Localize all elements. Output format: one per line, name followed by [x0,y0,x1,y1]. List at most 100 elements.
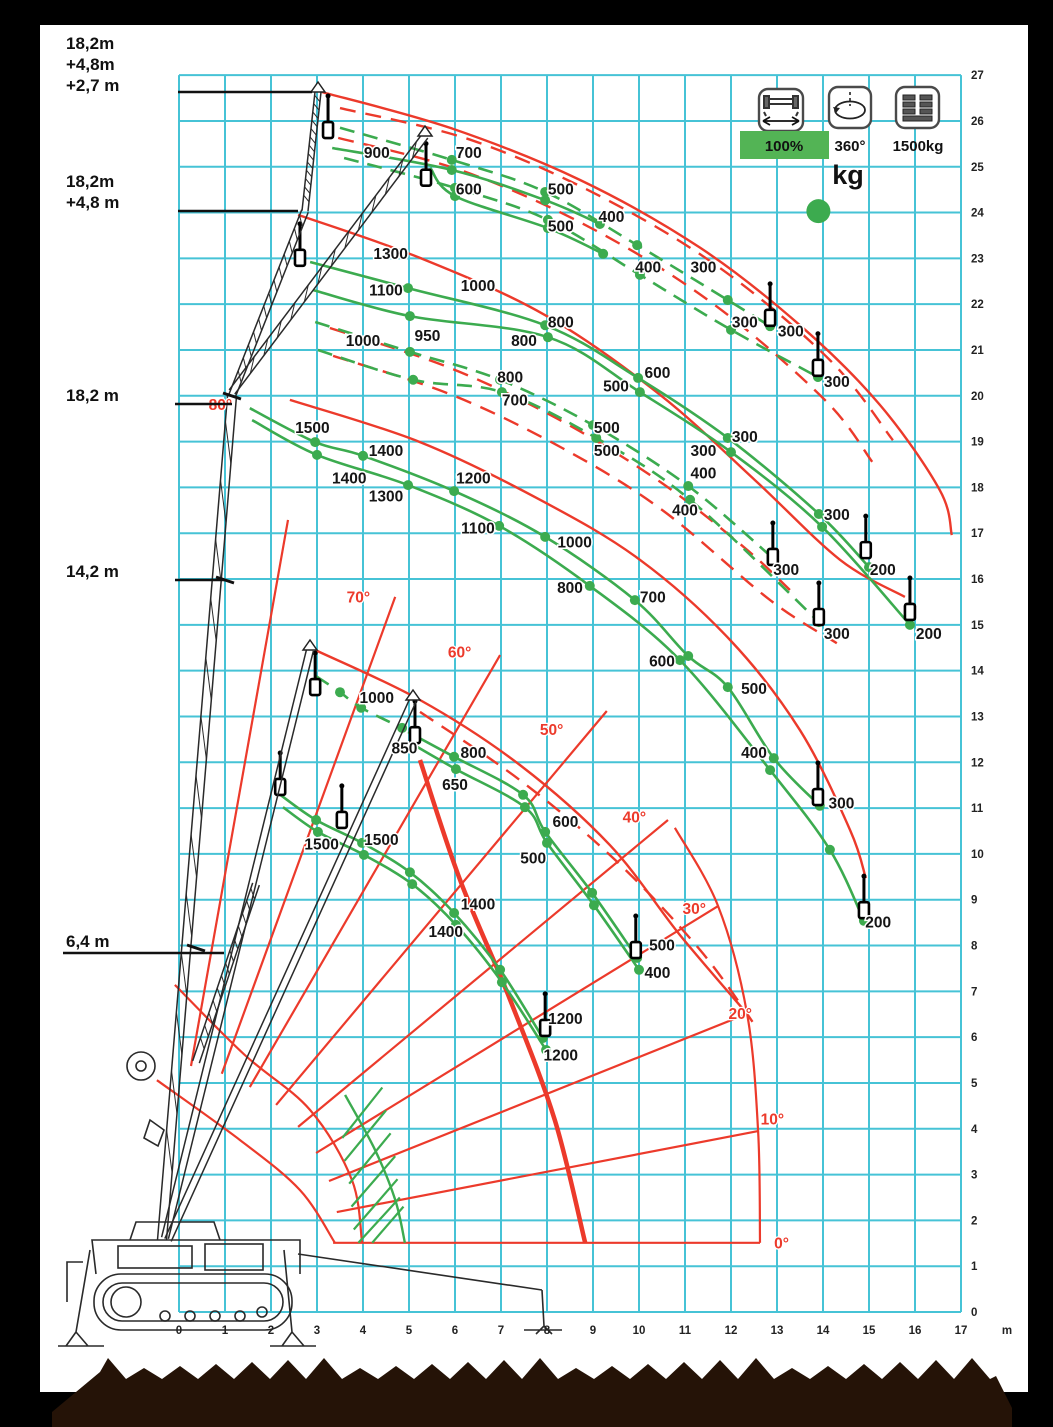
capacity-point-dot [864,562,874,573]
load-capacity-label: 300 [828,796,854,813]
capacity-point-dot [722,432,733,443]
boom-config-label: 6,4 m [66,932,109,951]
x-axis-tick: 16 [909,1325,922,1337]
capacity-curve [331,146,601,226]
y-axis-tick: 3 [971,1170,977,1182]
y-axis-tick: 7 [971,986,977,998]
hook-block-icon [308,650,322,697]
capacity-point-dot [588,420,598,431]
capacity-point-dot [407,879,418,890]
load-capacity-label: 300 [732,429,758,446]
hatch-line [350,1155,397,1208]
boom-sections [156,80,434,1242]
load-capacity-label: 200 [916,626,942,643]
capacity-point-dot [312,449,322,460]
hatch-line [357,1196,401,1244]
hook-block-icon [811,331,825,378]
boom-angle-radial [336,1130,759,1214]
load-capacity-label: 1000 [461,278,495,295]
y-axis-tick: 20 [971,391,984,403]
capacity-point-dot [450,764,461,775]
y-axis-tick: 13 [971,711,984,723]
outrigger-left [58,1249,104,1347]
y-axis-tick: 18 [971,482,984,494]
capacity-point-dot [408,374,419,385]
crane-illustration [58,80,562,1347]
capacity-point-dot [450,182,460,193]
hook-block-icon [763,281,777,328]
capacity-point-dot [726,447,736,458]
x-axis-tick: 4 [360,1325,367,1337]
y-axis-tick: 1 [971,1261,978,1273]
x-axis-tick: 8 [544,1325,551,1337]
x-axis-unit: m [1002,1325,1012,1337]
hatch-line [348,1132,392,1185]
y-axis-tick: 10 [971,849,984,861]
tip-height-envelope [314,648,749,1015]
tip-height-envelope-dashed [337,136,874,463]
capacity-point-dot [446,154,457,165]
load-capacity-label: 500 [594,420,620,437]
boom-angle-radial [220,596,397,1075]
load-capacity-label: 300 [824,626,850,643]
capacity-point-dot [450,919,461,930]
load-capacity-label: 650 [442,777,468,794]
load-capacity-label: 1300 [369,489,403,506]
capacity-point-dot [335,687,345,698]
load-capacity-label: 600 [552,814,578,831]
y-axis-tick: 5 [971,1078,978,1090]
min-radius-arc [174,984,364,1243]
hook-block-icon [857,873,871,920]
x-axis-tick: 10 [633,1325,646,1337]
x-axis-tick: 3 [314,1325,320,1337]
y-axis-tick: 0 [971,1307,977,1319]
capacity-point-dot [768,753,779,764]
load-capacity-label: 1400 [461,896,495,913]
load-capacity-label: 500 [520,850,546,867]
capacity-point-dot [519,802,530,813]
hook-block-icon [903,575,917,622]
boom-angle-label: 50° [540,722,563,739]
boom-angle-radial [297,819,669,1128]
load-capacity-label: 400 [690,466,716,483]
tip-height-envelope [297,213,906,598]
crawler-track-inner [102,1282,284,1322]
load-capacity-label: 1200 [548,1011,582,1028]
load-capacity-label: 1500 [304,837,338,854]
capacity-point-dot [450,191,460,202]
x-axis-tick: 13 [771,1325,784,1337]
hook-block-icon [335,783,349,830]
x-axis-tick: 1 [222,1325,229,1337]
capacity-curve [249,407,821,807]
capacity-point-dot [540,320,551,331]
capacity-point-dot [634,964,644,975]
load-capacity-label: 950 [414,328,440,345]
load-capacity-label: 800 [511,333,537,350]
y-axis-tick: 16 [971,574,984,586]
track-wheel [110,1286,142,1318]
capacity-point-dot [904,619,915,630]
load-capacity-label: 1200 [456,470,490,487]
capacity-curves-layer [249,90,953,1055]
capacity-point-dot [496,387,507,398]
tip-height-envelope-dashed [329,326,791,591]
capacity-point-dot [629,595,640,606]
paper-background [40,25,1028,1392]
tip-height-envelope-dashed [332,354,838,645]
slew-360-icon [827,85,873,130]
load-capacity-label: 600 [644,365,670,382]
capacity-point-dot [722,682,733,693]
y-axis-tick: 8 [971,941,978,953]
load-capacity-label: 300 [732,315,758,332]
capacity-point-dot [446,164,457,175]
hook-block-icon [859,513,873,560]
load-capacity-label: 400 [635,260,661,277]
load-capacity-label: 300 [773,562,799,579]
load-capacity-label: 500 [594,443,620,460]
capacity-curve-dashed [315,675,403,730]
capacity-point-dot [633,372,644,383]
winch-drum [126,1051,156,1081]
outrigger-label: 100% [765,138,803,155]
capacity-point-dot [495,374,506,385]
